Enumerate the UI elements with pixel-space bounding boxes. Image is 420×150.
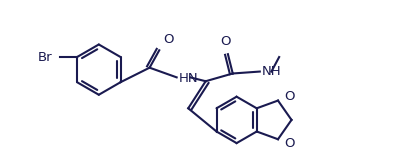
Text: O: O bbox=[284, 137, 294, 150]
Text: O: O bbox=[220, 35, 230, 48]
Text: HN: HN bbox=[178, 72, 198, 85]
Text: O: O bbox=[163, 33, 173, 46]
Text: NH: NH bbox=[262, 65, 281, 78]
Text: Br: Br bbox=[37, 51, 52, 64]
Text: O: O bbox=[284, 90, 294, 103]
